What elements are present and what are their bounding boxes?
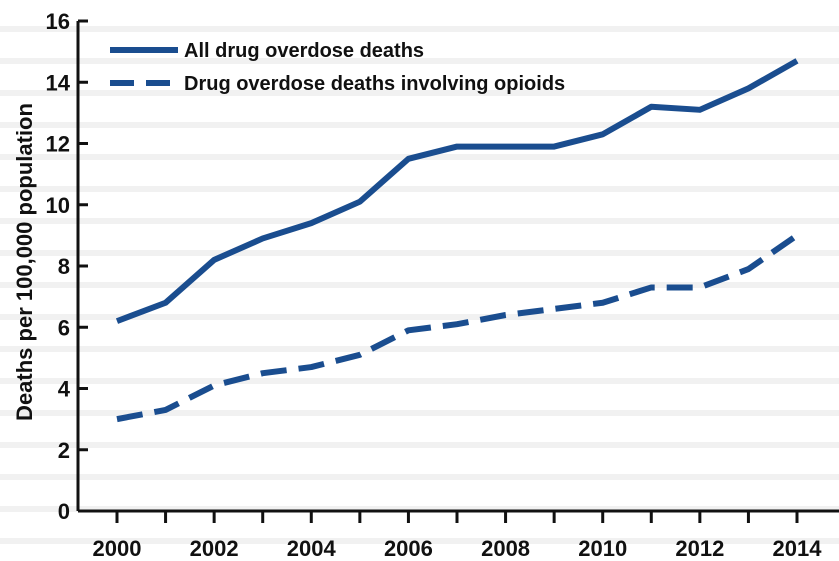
data-point bbox=[163, 300, 169, 306]
x-tick-label: 2010 bbox=[578, 536, 627, 561]
y-tick-label: 10 bbox=[46, 193, 70, 218]
x-tick-label: 2000 bbox=[93, 536, 142, 561]
data-point bbox=[357, 352, 363, 358]
data-point bbox=[697, 107, 703, 113]
data-point bbox=[454, 321, 460, 327]
legend: All drug overdose deaths Drug overdose de… bbox=[110, 40, 565, 95]
y-tick-label: 12 bbox=[46, 132, 70, 157]
x-tick-label: 2014 bbox=[773, 536, 823, 561]
axes: 0 2 4 6 8 10 12 14 16 2000 2002 2004 2006 2008 2010 201… bbox=[46, 9, 839, 561]
data-point bbox=[308, 364, 314, 370]
data-point bbox=[794, 58, 800, 64]
y-tick-label: 4 bbox=[58, 377, 71, 402]
data-point bbox=[114, 416, 120, 422]
data-point bbox=[357, 199, 363, 205]
data-point bbox=[697, 284, 703, 290]
data-point bbox=[260, 370, 266, 376]
data-point bbox=[648, 104, 654, 110]
series-layer bbox=[114, 58, 800, 423]
data-point bbox=[794, 232, 800, 238]
x-tick-label: 2012 bbox=[675, 536, 724, 561]
x-tick-label: 2004 bbox=[287, 536, 337, 561]
data-point bbox=[600, 131, 606, 137]
y-tick-label: 8 bbox=[58, 254, 70, 279]
data-point bbox=[503, 144, 509, 150]
data-point bbox=[308, 220, 314, 226]
y-tick-label: 2 bbox=[58, 438, 70, 463]
data-point bbox=[551, 306, 557, 312]
data-point bbox=[551, 144, 557, 150]
x-tick-label: 2008 bbox=[481, 536, 530, 561]
data-point bbox=[745, 266, 751, 272]
legend-label: Drug overdose deaths involving opioids bbox=[184, 73, 565, 95]
y-tick-label: 6 bbox=[58, 315, 70, 340]
y-tick-label: 14 bbox=[46, 70, 71, 95]
y-axis-label: Deaths per 100,000 population bbox=[12, 103, 37, 421]
data-point bbox=[405, 327, 411, 333]
x-tick-label: 2002 bbox=[190, 536, 239, 561]
data-point bbox=[211, 257, 217, 263]
data-point bbox=[211, 382, 217, 388]
data-point bbox=[648, 284, 654, 290]
data-point bbox=[163, 407, 169, 413]
data-point bbox=[454, 144, 460, 150]
series-line-opioid-deaths bbox=[116, 232, 799, 423]
data-point bbox=[745, 85, 751, 91]
data-point bbox=[260, 235, 266, 241]
data-point bbox=[114, 318, 120, 324]
data-point bbox=[600, 300, 606, 306]
y-tick-label: 16 bbox=[46, 9, 70, 34]
legend-label: All drug overdose deaths bbox=[184, 40, 424, 62]
y-tick-label: 0 bbox=[58, 499, 70, 524]
x-tick-label: 2006 bbox=[384, 536, 433, 561]
series-line-all-deaths bbox=[115, 58, 799, 324]
data-point bbox=[405, 156, 411, 162]
data-point bbox=[503, 312, 509, 318]
